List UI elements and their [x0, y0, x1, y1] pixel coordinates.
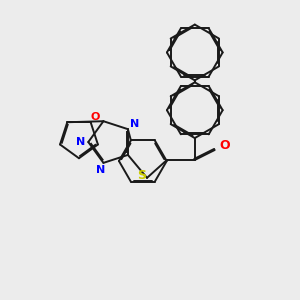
Text: N: N [96, 165, 106, 176]
Text: O: O [219, 139, 230, 152]
Text: S: S [137, 169, 146, 182]
Text: O: O [90, 112, 99, 122]
Text: N: N [130, 119, 139, 130]
Text: N: N [76, 137, 85, 147]
